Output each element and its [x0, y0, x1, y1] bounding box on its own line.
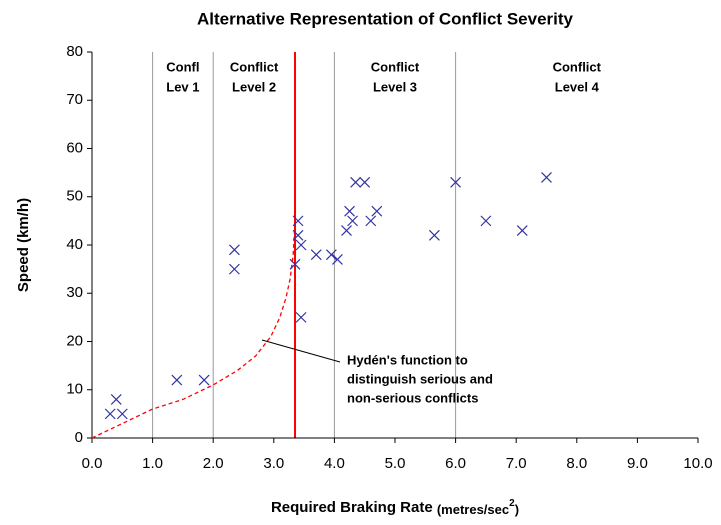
y-tick-label: 0	[75, 429, 83, 446]
x-label-close: )	[515, 502, 519, 517]
hyden-curve	[91, 220, 296, 439]
point	[292, 229, 304, 241]
zone-label: Confl	[166, 59, 199, 74]
x-tick-label: 6.0	[445, 455, 466, 472]
point	[450, 176, 462, 188]
y-tick-label: 70	[66, 91, 83, 108]
x-tick-label: 1.0	[142, 455, 163, 472]
zone-label: Level 2	[232, 79, 276, 94]
point	[292, 215, 304, 227]
x-tick-label: 4.0	[324, 455, 345, 472]
point	[347, 215, 359, 227]
x-tick-label: 7.0	[506, 455, 527, 472]
x-tick-label: 9.0	[627, 455, 648, 472]
y-tick-label: 10	[66, 381, 83, 398]
zone-label: Conflict	[371, 59, 420, 74]
x-tick-label: 0.0	[82, 455, 103, 472]
point	[171, 374, 183, 386]
y-tick-label: 80	[66, 43, 83, 60]
point	[295, 239, 307, 251]
x-tick-label: 8.0	[566, 455, 587, 472]
point	[310, 249, 322, 261]
annotation: Hydén's function to	[347, 352, 468, 367]
point	[365, 215, 377, 227]
point	[341, 225, 352, 236]
point	[228, 263, 240, 275]
zone-label: Level 4	[555, 79, 600, 94]
x-tick-label: 3.0	[263, 455, 284, 472]
x-tick-label: 10.0	[683, 455, 712, 472]
point	[116, 408, 128, 420]
point	[295, 311, 307, 323]
x-label-unit: (metres/sec	[437, 502, 509, 517]
point	[541, 172, 552, 183]
annotation: distinguish serious and	[347, 371, 493, 386]
zone-label: Conflict	[230, 59, 279, 74]
y-tick-label: 50	[66, 188, 83, 205]
annotation: non-serious conflicts	[347, 390, 478, 405]
point	[289, 258, 301, 270]
y-tick-label: 20	[66, 332, 83, 349]
point	[228, 244, 240, 256]
annotation-pointer	[261, 339, 341, 363]
point	[344, 205, 355, 217]
y-tick-label: 60	[66, 139, 83, 156]
zone-label: Lev 1	[166, 79, 199, 94]
chart-title: Alternative Representation of Conflict S…	[197, 9, 574, 28]
zone-label: Conflict	[553, 59, 602, 74]
point	[428, 229, 440, 241]
point	[350, 176, 362, 188]
x-tick-label: 5.0	[385, 455, 406, 472]
point	[359, 176, 371, 188]
x-label-power: 2	[509, 498, 515, 509]
point	[516, 225, 528, 236]
point	[371, 205, 383, 217]
y-tick-label: 30	[66, 284, 83, 301]
point	[104, 408, 116, 420]
x-label-main: Required Braking Rate	[271, 499, 433, 516]
x-tick-label: 2.0	[203, 455, 224, 472]
point	[325, 249, 337, 261]
y-axis-label: Speed (km/h)	[15, 198, 32, 292]
zone-label: Level 3	[373, 79, 417, 94]
point	[480, 215, 492, 227]
point	[198, 374, 210, 386]
x-axis-label: Required Braking Rate (metres/sec2)	[271, 498, 519, 518]
point	[110, 393, 122, 405]
point	[332, 254, 343, 265]
y-tick-label: 40	[66, 236, 83, 253]
